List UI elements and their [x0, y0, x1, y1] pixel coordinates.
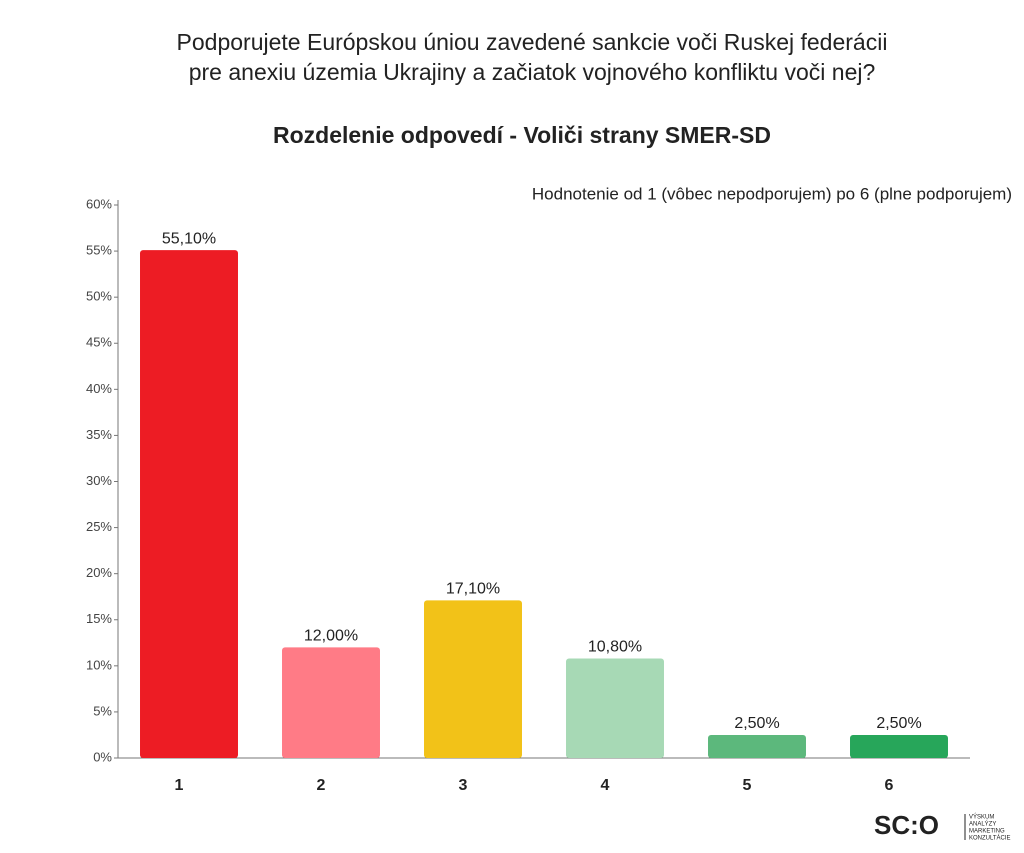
x-tick-label: 3 — [459, 777, 468, 794]
data-label: 55,10% — [162, 230, 216, 247]
bar — [282, 647, 380, 758]
x-tick-label: 1 — [175, 777, 184, 794]
x-tick-label: 6 — [885, 777, 894, 794]
y-tick-label: 40% — [86, 381, 112, 396]
y-tick-label: 10% — [86, 657, 112, 672]
y-tick-label: 45% — [86, 335, 112, 350]
chart-title: Rozdelenie odpovedí - Voliči strany SMER… — [273, 122, 771, 148]
data-label: 2,50% — [734, 715, 779, 732]
logo: SC:O — [874, 810, 939, 840]
x-tick-label: 5 — [743, 777, 752, 794]
question-line: pre anexiu územia Ukrajiny a začiatok vo… — [189, 59, 876, 85]
x-tick-label: 2 — [317, 777, 326, 794]
question-line: Podporujete Európskou úniou zavedené san… — [177, 29, 888, 55]
logo-tagline: VÝSKUM ANALÝZY MARKETING KONZULTÁCIE — [969, 814, 1011, 842]
y-tick-label: 20% — [86, 565, 112, 580]
data-label: 10,80% — [588, 639, 642, 656]
logo-tagline-line: ANALÝZY — [969, 821, 996, 828]
y-tick-label: 60% — [86, 196, 112, 211]
chart-subtitle: Hodnotenie od 1 (vôbec nepodporujem) po … — [532, 184, 1012, 203]
bar — [708, 734, 806, 758]
y-tick-label: 0% — [93, 749, 112, 764]
bar — [140, 250, 238, 758]
logo-tagline-line: KONZULTÁCIE — [969, 835, 1011, 842]
data-label: 17,10% — [446, 581, 500, 598]
logo-tagline-line: MARKETING — [969, 829, 1005, 835]
logo-tagline-line: VÝSKUM — [969, 814, 994, 821]
data-label: 2,50% — [876, 715, 921, 732]
bar — [566, 658, 664, 758]
y-tick-label: 15% — [86, 611, 112, 626]
x-tick-label: 4 — [601, 777, 610, 794]
y-tick-label: 35% — [86, 427, 112, 442]
data-label: 12,00% — [304, 628, 358, 645]
bar — [424, 600, 522, 758]
y-tick-label: 30% — [86, 473, 112, 488]
y-tick-label: 25% — [86, 519, 112, 534]
y-tick-label: 50% — [86, 289, 112, 304]
y-tick-label: 5% — [93, 703, 112, 718]
y-tick-label: 55% — [86, 243, 112, 258]
bar — [850, 734, 948, 758]
